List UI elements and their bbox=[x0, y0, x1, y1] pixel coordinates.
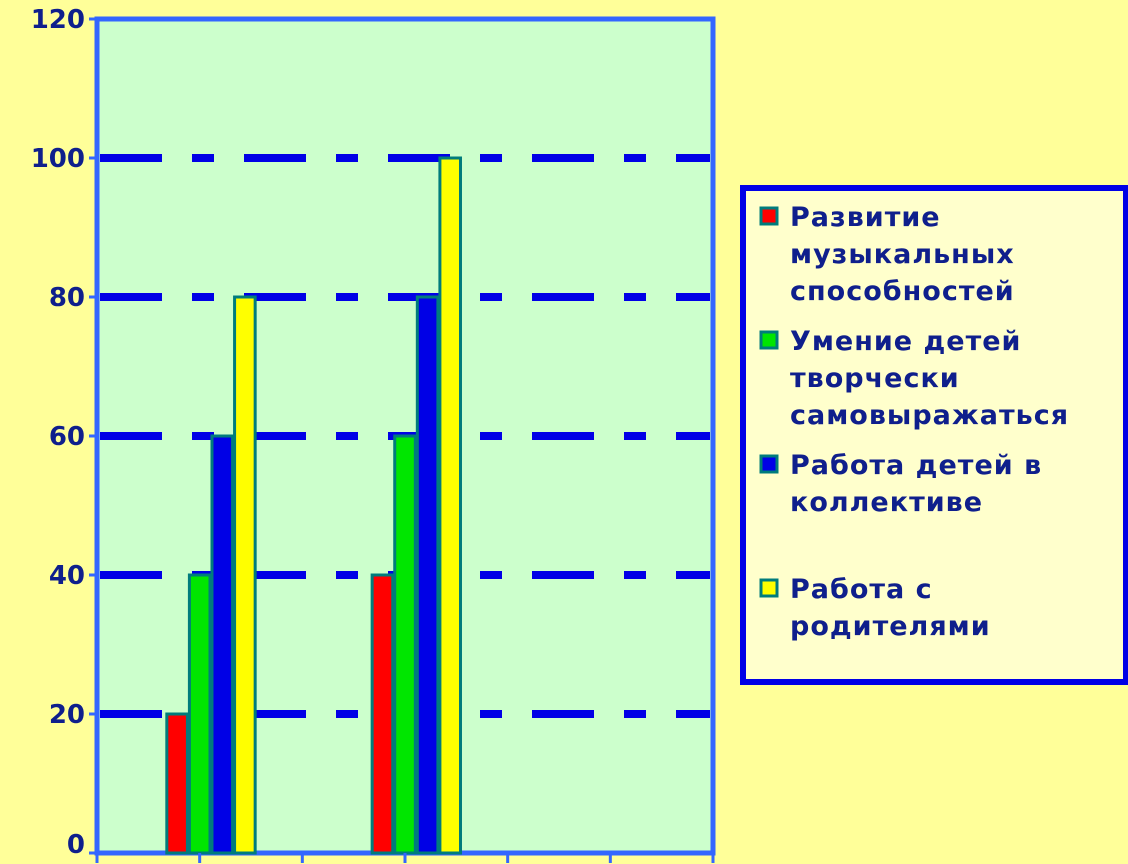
legend-swatch bbox=[759, 454, 779, 474]
bar bbox=[233, 295, 257, 855]
legend: Развитие музыкальных способностей Умение де… bbox=[740, 185, 1128, 685]
legend-label: Умение детей творчески самовыражаться bbox=[790, 326, 1069, 431]
y-tick-label: 60 bbox=[49, 422, 85, 452]
y-tick-label: 100 bbox=[31, 144, 85, 174]
bar bbox=[393, 434, 417, 855]
y-tick-label: 0 bbox=[67, 830, 85, 860]
legend-label: Работа с родителями bbox=[790, 574, 991, 642]
bar bbox=[438, 156, 462, 855]
y-tick-label: 80 bbox=[49, 283, 85, 313]
bar bbox=[210, 434, 235, 855]
bar bbox=[370, 573, 395, 855]
axes: 0 20 40 60 80 100 120 bbox=[31, 5, 715, 863]
legend-label: Развитие музыкальных способностей bbox=[790, 202, 1015, 307]
legend-swatch bbox=[759, 578, 779, 598]
legend-swatch bbox=[759, 330, 779, 350]
bar bbox=[415, 295, 440, 855]
bar bbox=[187, 573, 212, 855]
y-tick-label: 120 bbox=[31, 5, 85, 35]
bar bbox=[165, 712, 189, 855]
bars bbox=[165, 156, 462, 855]
y-tick-label: 20 bbox=[49, 700, 85, 730]
legend-box bbox=[740, 185, 1128, 685]
legend-label: Работа детей в коллективе bbox=[790, 450, 1042, 518]
legend-swatch bbox=[759, 206, 779, 226]
y-tick-label: 40 bbox=[49, 561, 85, 591]
